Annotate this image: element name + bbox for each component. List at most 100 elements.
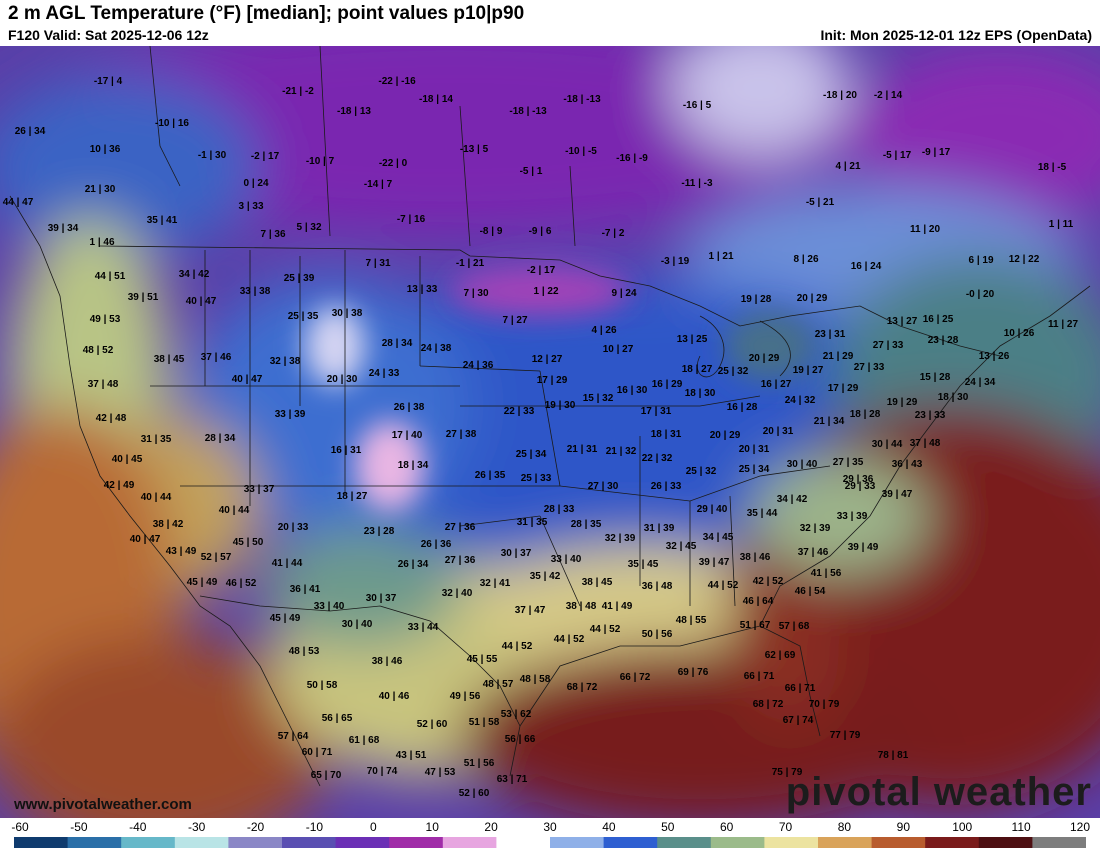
point-value-label: 17 | 31	[640, 406, 672, 417]
color-scale-swatch	[764, 837, 819, 848]
point-value-label: 53 | 62	[500, 709, 532, 720]
point-value-label: 45 | 49	[269, 613, 301, 624]
point-value-label: 17 | 40	[391, 430, 423, 441]
point-value-label: 70 | 79	[808, 699, 840, 710]
point-value-label: 48 | 57	[482, 679, 514, 690]
color-scale-swatch	[871, 837, 926, 848]
point-value-label: 10 | 27	[602, 344, 634, 355]
point-value-label: 44 | 52	[707, 580, 739, 591]
point-value-label: -5 | 17	[882, 150, 912, 161]
map-title: 2 m AGL Temperature (°F) [median]; point…	[8, 3, 525, 24]
point-value-label: 24 | 34	[964, 377, 996, 388]
point-value-label: 32 | 45	[665, 541, 697, 552]
point-value-label: 12 | 22	[1008, 254, 1040, 265]
point-value-label: 24 | 36	[462, 360, 494, 371]
point-value-label: 27 | 36	[444, 555, 476, 566]
point-value-label: 19 | 29	[886, 397, 918, 408]
point-value-label: 18 | 31	[650, 429, 682, 440]
point-value-label: 62 | 69	[764, 650, 796, 661]
point-value-label: 31 | 35	[140, 434, 172, 445]
point-value-label: 7 | 36	[260, 229, 286, 240]
point-value-label: 37 | 48	[87, 379, 119, 390]
point-value-label: -1 | 30	[197, 150, 227, 161]
color-scale-swatch	[121, 837, 176, 848]
point-value-label: 57 | 64	[277, 731, 309, 742]
point-value-label: 50 | 58	[306, 680, 338, 691]
point-value-label: -9 | 17	[921, 147, 951, 158]
color-scale-tick: 60	[719, 820, 734, 834]
point-value-label: 26 | 35	[474, 470, 506, 481]
point-value-label: 1 | 22	[533, 286, 559, 297]
point-value-label: 45 | 55	[466, 654, 498, 665]
point-value-label: 30 | 40	[341, 619, 373, 630]
point-value-label: 78 | 81	[877, 750, 909, 761]
point-value-label: 25 | 32	[685, 466, 717, 477]
color-scale-tick: 120	[1069, 820, 1091, 834]
point-value-label: 43 | 49	[165, 546, 197, 557]
point-value-label: 48 | 58	[519, 674, 551, 685]
point-value-label: 19 | 30	[544, 400, 576, 411]
color-scale-tick: -60	[11, 820, 29, 834]
point-value-label: -10 | 16	[155, 118, 189, 129]
point-value-label: 33 | 38	[239, 286, 271, 297]
point-value-label: 25 | 35	[287, 311, 319, 322]
point-value-label: 40 | 47	[185, 296, 217, 307]
point-value-label: -18 | 13	[337, 106, 371, 117]
color-scale-swatch	[389, 837, 444, 848]
point-value-label: 20 | 33	[277, 522, 309, 533]
point-value-label: -10 | -5	[565, 146, 597, 157]
point-value-label: -2 | 17	[526, 265, 556, 276]
point-value-label: -0 | 20	[965, 289, 995, 300]
color-scale-swatch	[496, 837, 551, 848]
point-value-label: 25 | 32	[717, 366, 749, 377]
point-value-label: 30 | 44	[871, 439, 903, 450]
color-scale-tick: 50	[661, 820, 675, 834]
point-value-label: 25 | 34	[738, 464, 770, 475]
point-value-label: 15 | 32	[582, 393, 614, 404]
point-value-label: 10 | 36	[89, 144, 121, 155]
point-value-label: 24 | 32	[784, 395, 816, 406]
point-value-label: 36 | 41	[289, 584, 321, 595]
boundary-lines	[9, 46, 1091, 787]
point-value-label: 40 | 47	[129, 534, 161, 545]
point-value-label: -2 | 14	[873, 90, 903, 101]
color-scale-tick: 70	[778, 820, 793, 834]
point-value-label: -18 | -13	[509, 106, 547, 117]
point-value-label: 44 | 51	[94, 271, 126, 282]
point-value-label: 25 | 34	[515, 449, 547, 460]
point-value-label: -18 | 14	[419, 94, 453, 105]
point-value-label: 44 | 52	[553, 634, 585, 645]
point-value-label: 66 | 71	[784, 683, 816, 694]
point-value-label: 17 | 29	[536, 375, 568, 386]
point-value-label: 1 | 11	[1048, 219, 1074, 230]
point-value-label: 28 | 34	[381, 338, 413, 349]
point-value-label: 18 | 30	[937, 392, 969, 403]
point-value-label: 41 | 49	[601, 601, 633, 612]
point-value-label: 25 | 33	[520, 473, 552, 484]
point-value-label: 11 | 20	[909, 224, 941, 235]
brand-logo: pivotal weather	[785, 770, 1092, 814]
point-value-label: 36 | 48	[641, 581, 673, 592]
point-value-label: 47 | 53	[424, 767, 456, 778]
point-value-label: 39 | 51	[127, 292, 159, 303]
point-value-label: 42 | 52	[752, 576, 784, 587]
color-scale-tick: -40	[129, 820, 147, 834]
point-value-label: 56 | 66	[504, 734, 536, 745]
point-value-label: 20 | 31	[738, 444, 770, 455]
point-value-label: 40 | 46	[378, 691, 410, 702]
temperature-map[interactable]: -17 | 4 -21 | -2 -22 | -16 -18 | 14 -18 | 13…	[0, 46, 1100, 818]
color-scale-tick: 90	[896, 820, 911, 834]
point-value-label: 48 | 53	[288, 646, 320, 657]
color-scale-tick: 0	[369, 820, 377, 834]
color-scale-swatch	[14, 837, 69, 848]
point-value-label: 46 | 64	[742, 596, 774, 607]
point-value-label: 37 | 46	[797, 547, 829, 558]
point-value-label: 5 | 32	[296, 222, 322, 233]
point-value-label: 51 | 58	[468, 717, 500, 728]
valid-time: F120 Valid: Sat 2025-12-06 12z	[8, 27, 209, 43]
point-value-label: -22 | 0	[378, 158, 408, 169]
point-value-label: 52 | 57	[200, 552, 232, 563]
point-value-label: 42 | 49	[103, 480, 135, 491]
point-value-label: -8 | 9	[479, 226, 503, 237]
point-value-label: 29 | 36	[842, 474, 874, 485]
